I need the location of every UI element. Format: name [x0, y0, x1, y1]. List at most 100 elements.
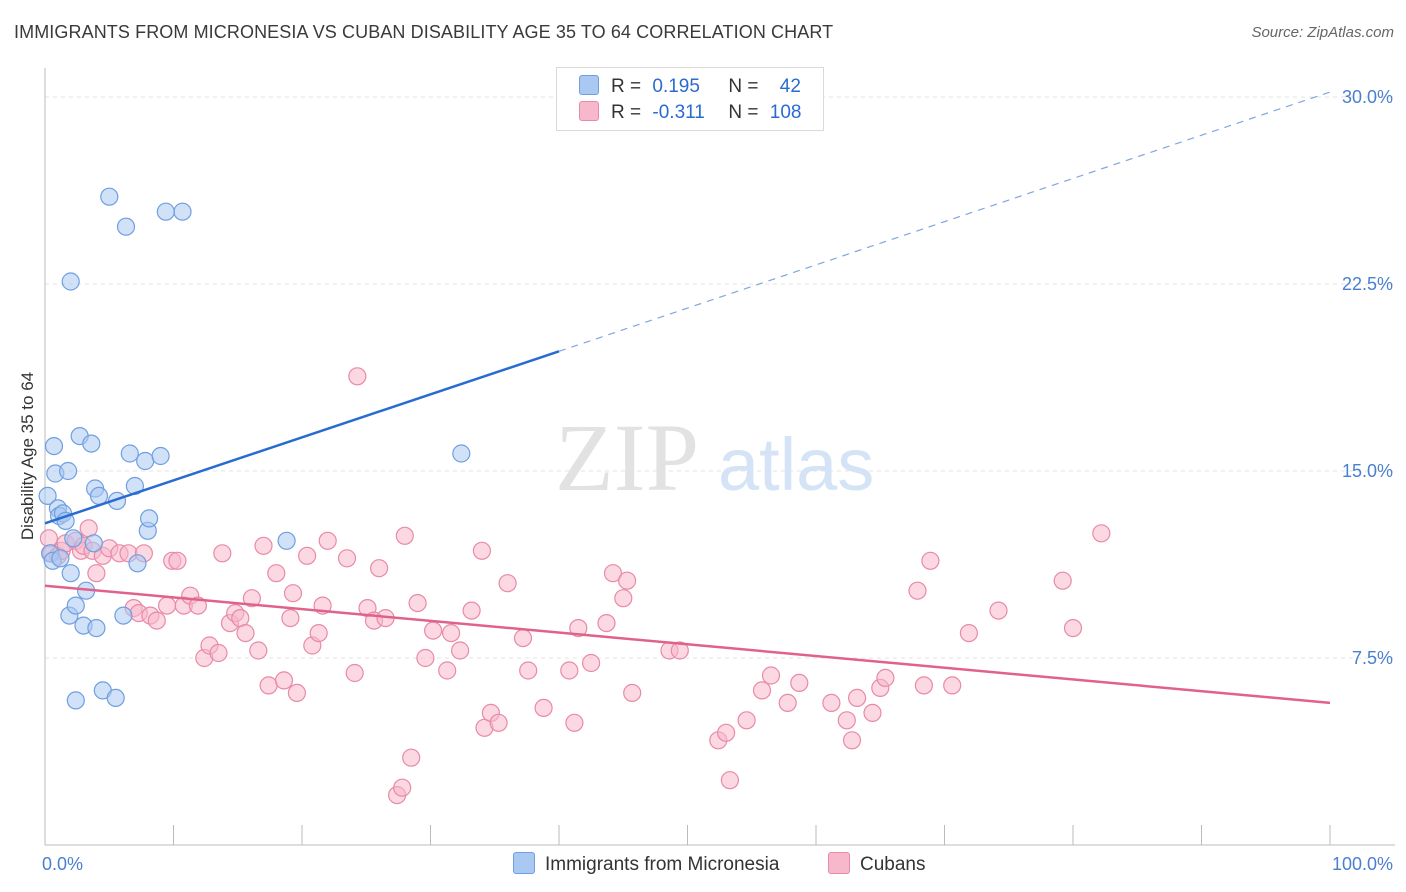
point-cubans [720, 771, 740, 790]
point-cubans [408, 593, 427, 613]
point-micronesia [66, 596, 85, 615]
point-cubans [914, 676, 934, 695]
point-cubans [348, 367, 367, 386]
point-cubans [472, 541, 491, 560]
point-cubans [847, 688, 867, 708]
point-cubans [513, 628, 533, 648]
legend-n-value: 108 [769, 102, 802, 123]
point-cubans [147, 611, 166, 630]
point-micronesia [140, 509, 159, 528]
x-tick-labels: 0.0% 100.0% [42, 854, 1393, 874]
point-micronesia [136, 451, 155, 471]
legend-r-label: R = [611, 76, 642, 97]
point-cubans [402, 748, 421, 767]
point-cubans [309, 623, 328, 643]
point-cubans [168, 551, 187, 570]
y-tick-labels: 7.5% 15.0% 22.5% 30.0% [1342, 87, 1393, 668]
point-cubans [287, 683, 306, 703]
chart-title: IMMIGRANTS FROM MICRONESIA VS CUBAN DISA… [14, 22, 834, 42]
point-cubans [603, 564, 623, 583]
legend-swatch-micronesia [579, 75, 599, 95]
legend-n-label: N = [728, 76, 759, 97]
y-tick-label: 30.0% [1342, 87, 1393, 107]
point-cubans [259, 676, 278, 695]
y-tick-label: 7.5% [1352, 648, 1393, 668]
x-tick-label: 0.0% [42, 854, 83, 874]
point-cubans [337, 549, 357, 568]
point-cubans [281, 608, 300, 628]
point-cubans [519, 661, 538, 680]
point-micronesia [116, 217, 136, 236]
point-cubans [498, 574, 517, 593]
series-legend-swatch [513, 852, 535, 874]
legend-n-label: N = [728, 102, 759, 123]
point-cubans [617, 571, 637, 590]
point-micronesia [106, 688, 125, 708]
point-cubans [489, 713, 508, 732]
grid-lines [45, 96, 1395, 659]
point-cubans [863, 703, 882, 723]
point-cubans [283, 584, 303, 603]
point-cubans [87, 564, 106, 583]
point-micronesia [114, 606, 133, 625]
point-cubans [188, 596, 207, 615]
point-cubans [670, 641, 689, 660]
legend-r-label: R = [611, 102, 642, 123]
stats-legend: R = 0.195 N = 42 R = -0.311 N = 108 [556, 67, 824, 131]
point-cubans [1063, 618, 1083, 638]
point-cubans [943, 676, 962, 695]
point-cubans [752, 681, 772, 700]
point-cubans [921, 551, 940, 570]
point-cubans [209, 643, 228, 663]
legend-row-micronesia: R = 0.195 N = 42 [579, 75, 801, 99]
point-micronesia [120, 444, 139, 463]
point-cubans [989, 601, 1008, 620]
point-micronesia [156, 202, 175, 221]
point-cubans [1053, 571, 1072, 590]
legend-r-value: 0.195 [652, 76, 700, 97]
point-cubans [959, 623, 979, 643]
point-cubans [822, 693, 841, 713]
point-cubans [908, 581, 927, 600]
point-micronesia [61, 272, 80, 291]
point-cubans [249, 641, 268, 660]
point-micronesia [277, 531, 296, 550]
point-cubans [597, 613, 616, 633]
point-cubans [416, 648, 435, 668]
point-cubans [242, 589, 261, 608]
point-cubans [158, 596, 177, 615]
point-cubans [876, 668, 895, 688]
series-legend-label: Immigrants from Micronesia [545, 854, 780, 875]
point-micronesia [173, 202, 192, 221]
point-cubans [438, 661, 457, 680]
trend-line-micronesia-projection [558, 91, 1331, 352]
point-cubans [716, 723, 736, 742]
point-cubans [737, 711, 756, 730]
point-micronesia [58, 461, 78, 481]
point-micronesia [84, 534, 103, 553]
series-legend-item-micronesia[interactable]: Immigrants from Micronesia [513, 852, 779, 876]
legend-swatch-cubans [579, 101, 599, 121]
data-points [38, 187, 1111, 805]
point-micronesia [100, 187, 119, 206]
point-cubans [614, 589, 633, 608]
point-cubans [565, 713, 584, 732]
point-cubans [345, 663, 364, 683]
point-micronesia [151, 446, 170, 466]
point-micronesia [66, 691, 85, 710]
point-cubans [842, 731, 862, 750]
point-micronesia [89, 486, 109, 505]
point-cubans [370, 559, 389, 578]
point-cubans [213, 544, 232, 563]
point-cubans [451, 641, 470, 660]
point-cubans [254, 536, 273, 555]
source-label: Source: ZipAtlas.com [1251, 24, 1394, 41]
series-legend-item-cubans[interactable]: Cubans [828, 852, 926, 876]
point-cubans [318, 531, 337, 550]
point-cubans [534, 698, 553, 718]
point-micronesia [64, 529, 83, 548]
series-legend: Immigrants from Micronesia Cubans [0, 852, 1406, 878]
watermark-zip: ZIP [555, 404, 699, 511]
point-micronesia [51, 549, 70, 568]
